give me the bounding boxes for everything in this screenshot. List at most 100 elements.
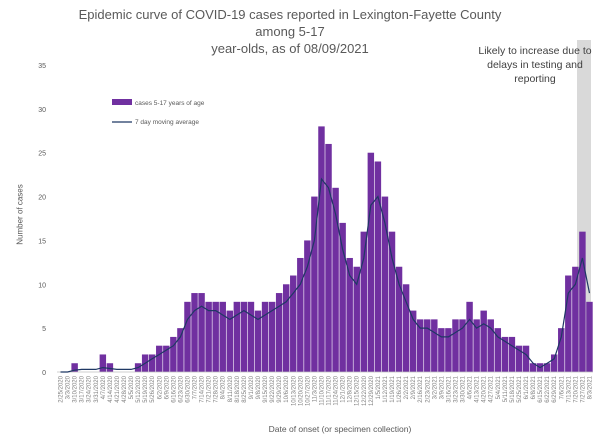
case-bar <box>205 301 212 372</box>
x-tick-label: 6/22/2021 <box>545 375 551 402</box>
x-tick-label: 12/8/2020 <box>348 375 354 402</box>
x-tick-label: 12/15/2020 <box>355 375 361 406</box>
case-bar <box>395 266 403 372</box>
case-bar <box>233 301 241 372</box>
case-bar <box>247 301 255 372</box>
x-tick-label: 8/11/2020 <box>228 375 234 402</box>
moving-average-line <box>60 177 591 373</box>
y-tick-label: 35 <box>38 63 46 70</box>
x-tick-label: 3/16/2021 <box>446 375 452 402</box>
y-tick-label: 20 <box>38 195 46 202</box>
x-tick-label: 7/14/2020 <box>200 375 206 402</box>
case-bar <box>177 328 184 372</box>
x-tick-label: 3/24/2020 <box>87 375 93 402</box>
case-bar <box>543 363 551 372</box>
x-tick-label: 7/21/2020 <box>207 375 213 402</box>
case-bar <box>579 231 586 372</box>
case-bar <box>402 284 410 372</box>
x-tick-label: 5/12/2020 <box>136 375 142 402</box>
x-tick-label: 6/29/2021 <box>552 375 558 402</box>
x-tick-label: 4/14/2020 <box>108 375 114 402</box>
case-bar <box>586 301 593 372</box>
x-tick-label: 4/13/2021 <box>475 375 481 402</box>
x-tick-label: 3/10/2020 <box>73 375 79 402</box>
chart-title: Epidemic curve of COVID-19 cases reporte… <box>60 6 520 57</box>
case-bar <box>297 257 304 372</box>
chart-title-line1: Epidemic curve of COVID-19 cases reporte… <box>78 7 502 39</box>
x-tick-label: 6/1/2021 <box>524 375 530 399</box>
x-tick-label: 5/11/2021 <box>503 375 509 402</box>
case-bar <box>71 363 78 372</box>
x-tick-label: 4/21/2020 <box>115 375 121 402</box>
x-tick-label: 1/19/2021 <box>390 375 396 402</box>
legend-line-label: 7 day moving average <box>135 119 199 126</box>
x-tick-label: 11/24/2020 <box>334 375 340 405</box>
x-tick-label: 5/18/2021 <box>510 375 516 402</box>
x-tick-label: 4/6/2021 <box>468 375 474 399</box>
x-axis-label: Date of onset (or specimen collection) <box>268 424 412 434</box>
case-bar <box>212 301 219 372</box>
x-tick-label: 3/3/2020 <box>66 375 72 399</box>
case-bar <box>522 345 530 372</box>
case-bar <box>282 284 290 372</box>
case-bar <box>501 336 509 372</box>
case-bar <box>325 143 332 372</box>
x-tick-label: 6/16/2020 <box>171 375 177 402</box>
case-bar <box>565 275 572 372</box>
y-tick-label: 25 <box>38 151 46 158</box>
case-bar <box>367 152 375 372</box>
x-tick-label: 8/4/2020 <box>221 375 227 399</box>
x-tick-label: 1/5/2021 <box>376 375 382 399</box>
case-bar <box>254 310 262 372</box>
y-tick-label: 10 <box>38 282 46 289</box>
case-bar <box>106 363 114 372</box>
case-bar <box>480 310 487 372</box>
x-tick-label: 12/1/2020 <box>341 375 347 402</box>
case-bar <box>515 345 523 372</box>
x-tick-label: 9/15/2020 <box>263 375 269 402</box>
case-bar <box>473 319 480 372</box>
x-tick-label: 10/20/2020 <box>298 375 304 406</box>
case-bar <box>156 345 163 372</box>
case-bar <box>445 328 452 372</box>
x-tick-label: 11/10/2020 <box>319 375 325 405</box>
x-tick-label: 5/25/2021 <box>517 375 523 402</box>
case-bar <box>353 266 360 372</box>
x-tick-label: 4/20/2021 <box>482 375 488 402</box>
x-tick-label: 9/22/2020 <box>270 375 276 402</box>
case-bar <box>311 196 318 372</box>
x-tick-label: 9/8/2020 <box>256 375 262 399</box>
case-bar <box>219 301 226 372</box>
x-tick-label: 5/19/2020 <box>143 375 149 402</box>
x-tick-label: 11/3/2020 <box>312 375 318 402</box>
x-tick-label: 6/2/2020 <box>157 375 163 399</box>
case-bar <box>226 310 234 372</box>
case-bar <box>163 345 170 372</box>
x-tick-label: 3/9/2021 <box>439 375 445 399</box>
case-bar <box>550 354 558 372</box>
x-tick-label: 4/28/2020 <box>122 375 128 402</box>
x-tick-label: 6/15/2021 <box>538 375 544 402</box>
x-tick-label: 2/2/2021 <box>404 375 410 399</box>
x-tick-label: 8/3/2021 <box>587 375 593 399</box>
legend-bar-swatch <box>112 99 132 105</box>
x-tick-label: 10/27/2020 <box>305 375 311 406</box>
case-bar <box>148 354 156 372</box>
case-bar <box>240 301 248 372</box>
case-bar <box>452 319 459 372</box>
case-bar <box>416 319 424 372</box>
x-tick-label: 10/6/2020 <box>284 375 290 402</box>
x-tick-label: 12/22/2020 <box>362 375 368 406</box>
case-bar <box>431 319 438 372</box>
x-tick-label: 7/6/2021 <box>559 375 565 399</box>
x-tick-label: 5/4/2021 <box>496 375 502 399</box>
case-bar <box>381 196 389 372</box>
case-bar <box>529 363 537 372</box>
case-bar <box>198 293 205 372</box>
chart-title-line2: year-olds, as of 08/09/2021 <box>211 41 369 56</box>
case-bar <box>494 328 502 372</box>
case-bar <box>438 328 445 372</box>
x-tick-label: 3/2/2021 <box>432 375 438 399</box>
